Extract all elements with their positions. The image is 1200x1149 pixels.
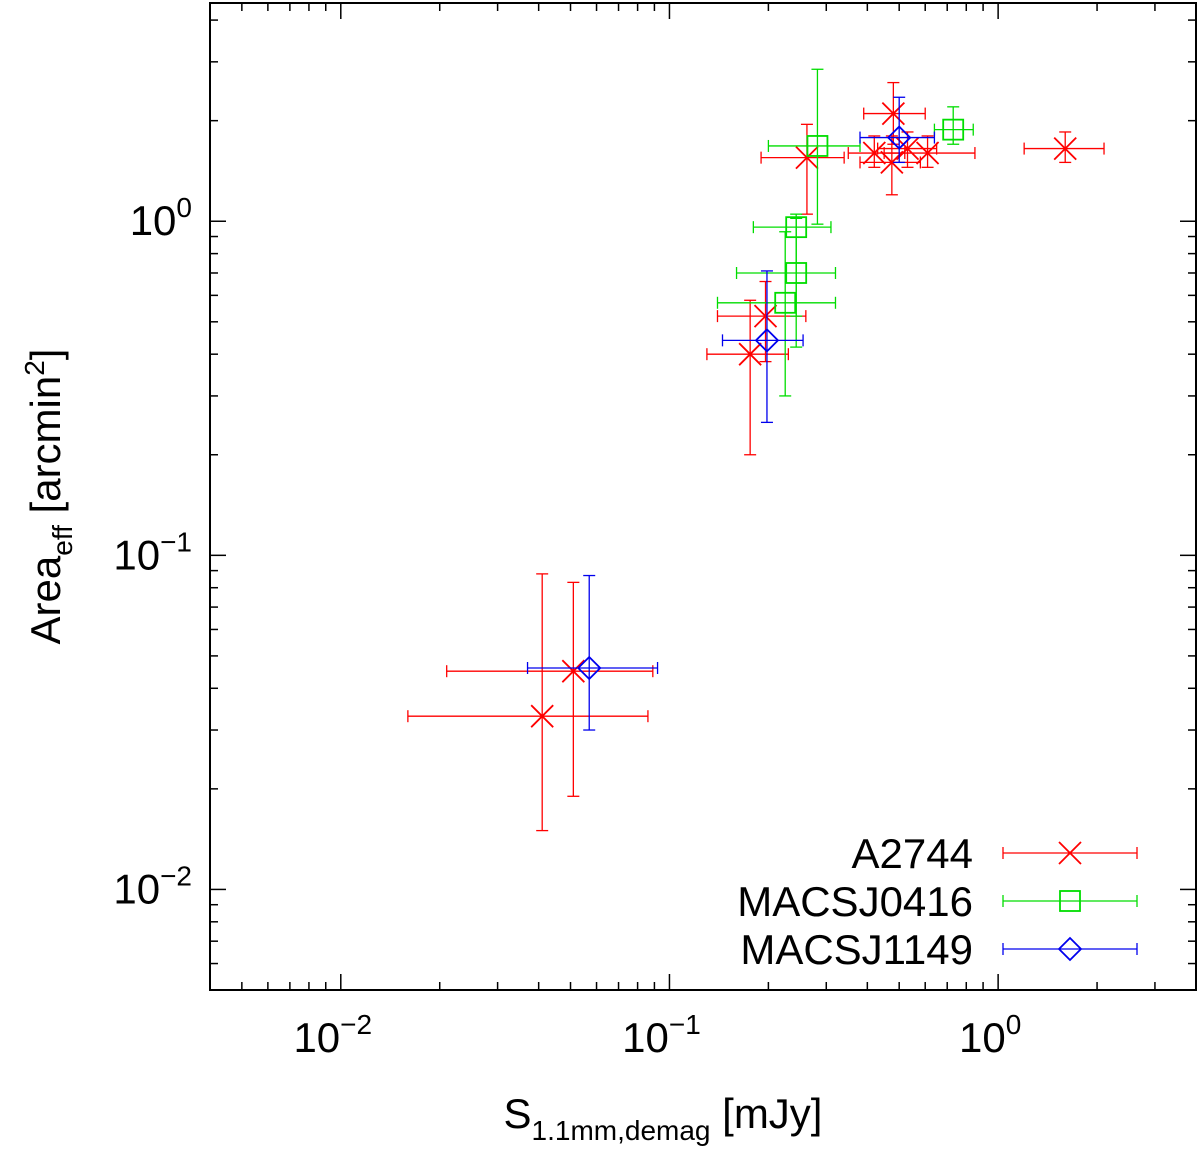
data-point bbox=[1023, 131, 1105, 164]
marker-cross-stroke-b bbox=[530, 704, 554, 728]
y-axis-label-sup: 2 bbox=[19, 360, 50, 376]
y-axis-label-close: ] bbox=[22, 349, 69, 361]
legend-label: MACSJ0416 bbox=[737, 878, 973, 925]
data-point bbox=[933, 106, 974, 145]
x-tick-labels: 10−2 10−1 100 bbox=[293, 1009, 1021, 1061]
series-a2744 bbox=[407, 81, 1105, 832]
x-tick-label-base: 10 bbox=[293, 1014, 340, 1061]
marker-cross-stroke-b bbox=[862, 141, 886, 165]
minor-ticks bbox=[210, 3, 1196, 990]
data-point bbox=[721, 270, 804, 424]
series-macsj1149 bbox=[526, 96, 936, 731]
series-macsj0416 bbox=[716, 68, 974, 397]
marker-square-shape bbox=[942, 118, 965, 141]
data-point bbox=[767, 68, 861, 225]
x-tick-label-exp: −2 bbox=[340, 1009, 372, 1040]
marker-cross-stroke-b bbox=[881, 101, 905, 126]
x-tick-label-base: 10 bbox=[622, 1014, 669, 1061]
x-tick-label-exp: 0 bbox=[1006, 1009, 1022, 1040]
y-tick-label: 10−2 bbox=[113, 860, 192, 912]
y-axis-label: Areaeff [arcmin2] bbox=[19, 349, 78, 645]
y-tick-label-base: 10 bbox=[113, 865, 160, 912]
marker-square-shape bbox=[785, 216, 808, 239]
marker-cross-stroke-b bbox=[1053, 136, 1077, 161]
data-point bbox=[526, 574, 659, 731]
legend-entry-macsj0416: MACSJ0416 bbox=[737, 878, 1138, 925]
legend-marker-cross-stroke-b bbox=[1058, 841, 1082, 865]
marker-cross-stroke-b bbox=[895, 136, 920, 161]
marker-diamond-shape bbox=[576, 655, 602, 681]
x-tick-label-base: 10 bbox=[959, 1014, 1006, 1061]
data-point bbox=[716, 280, 807, 363]
x-axis-label-unit: [mJy] bbox=[710, 1090, 822, 1137]
legend-label: MACSJ1149 bbox=[740, 926, 973, 973]
marker-diamond-shape bbox=[754, 328, 780, 353]
legend-marker-square-shape bbox=[1059, 890, 1081, 912]
y-axis-label-unit: [arcmin bbox=[22, 376, 69, 525]
x-tick-label: 10−1 bbox=[622, 1009, 701, 1061]
plot-frame bbox=[209, 2, 1197, 991]
legend-entry-macsj1149: MACSJ1149 bbox=[740, 926, 1138, 973]
marker-cross-stroke-b bbox=[753, 304, 778, 328]
y-tick-label-exp: −1 bbox=[160, 526, 192, 557]
marker-cross-stroke-b bbox=[738, 342, 762, 366]
marker-diamond-shape bbox=[886, 125, 912, 150]
x-axis-label: S1.1mm,demag [mJy] bbox=[504, 1090, 823, 1146]
data-point bbox=[706, 299, 789, 456]
data-point bbox=[716, 231, 837, 397]
y-axis-label-sub: eff bbox=[47, 525, 78, 556]
x-tick-label-exp: −1 bbox=[669, 1009, 701, 1040]
legend-label: A2744 bbox=[852, 830, 973, 877]
data-point bbox=[407, 573, 649, 832]
y-tick-label-exp: 0 bbox=[176, 192, 192, 223]
y-tick-label-exp: −2 bbox=[160, 860, 192, 891]
y-tick-label: 100 bbox=[130, 192, 192, 244]
x-tick-label: 10−2 bbox=[293, 1009, 372, 1061]
marker-square-shape bbox=[806, 135, 829, 157]
legend-entry-a2744: A2744 bbox=[852, 830, 1138, 877]
data-point bbox=[752, 213, 832, 317]
y-tick-label: 10−1 bbox=[113, 526, 192, 578]
data-point bbox=[760, 123, 845, 215]
major-ticks bbox=[210, 3, 1196, 990]
y-tick-label-base: 10 bbox=[130, 197, 177, 244]
marker-cross-stroke-b bbox=[915, 141, 940, 165]
marker-square-shape bbox=[774, 291, 797, 314]
x-axis-label-sub: 1.1mm,demag bbox=[532, 1115, 711, 1146]
x-axis-label-main: S bbox=[504, 1090, 532, 1137]
x-tick-label: 100 bbox=[959, 1009, 1021, 1061]
legend-marker-diamond-shape bbox=[1057, 936, 1083, 962]
y-tick-label-base: 10 bbox=[113, 531, 160, 578]
data-point bbox=[859, 96, 936, 164]
data-point bbox=[863, 81, 926, 145]
data-point bbox=[446, 581, 654, 797]
marker-cross-stroke-b bbox=[561, 659, 585, 683]
y-axis-label-main: Area bbox=[22, 555, 69, 644]
series-layer bbox=[407, 68, 1105, 832]
marker-cross-stroke-b bbox=[795, 146, 819, 170]
